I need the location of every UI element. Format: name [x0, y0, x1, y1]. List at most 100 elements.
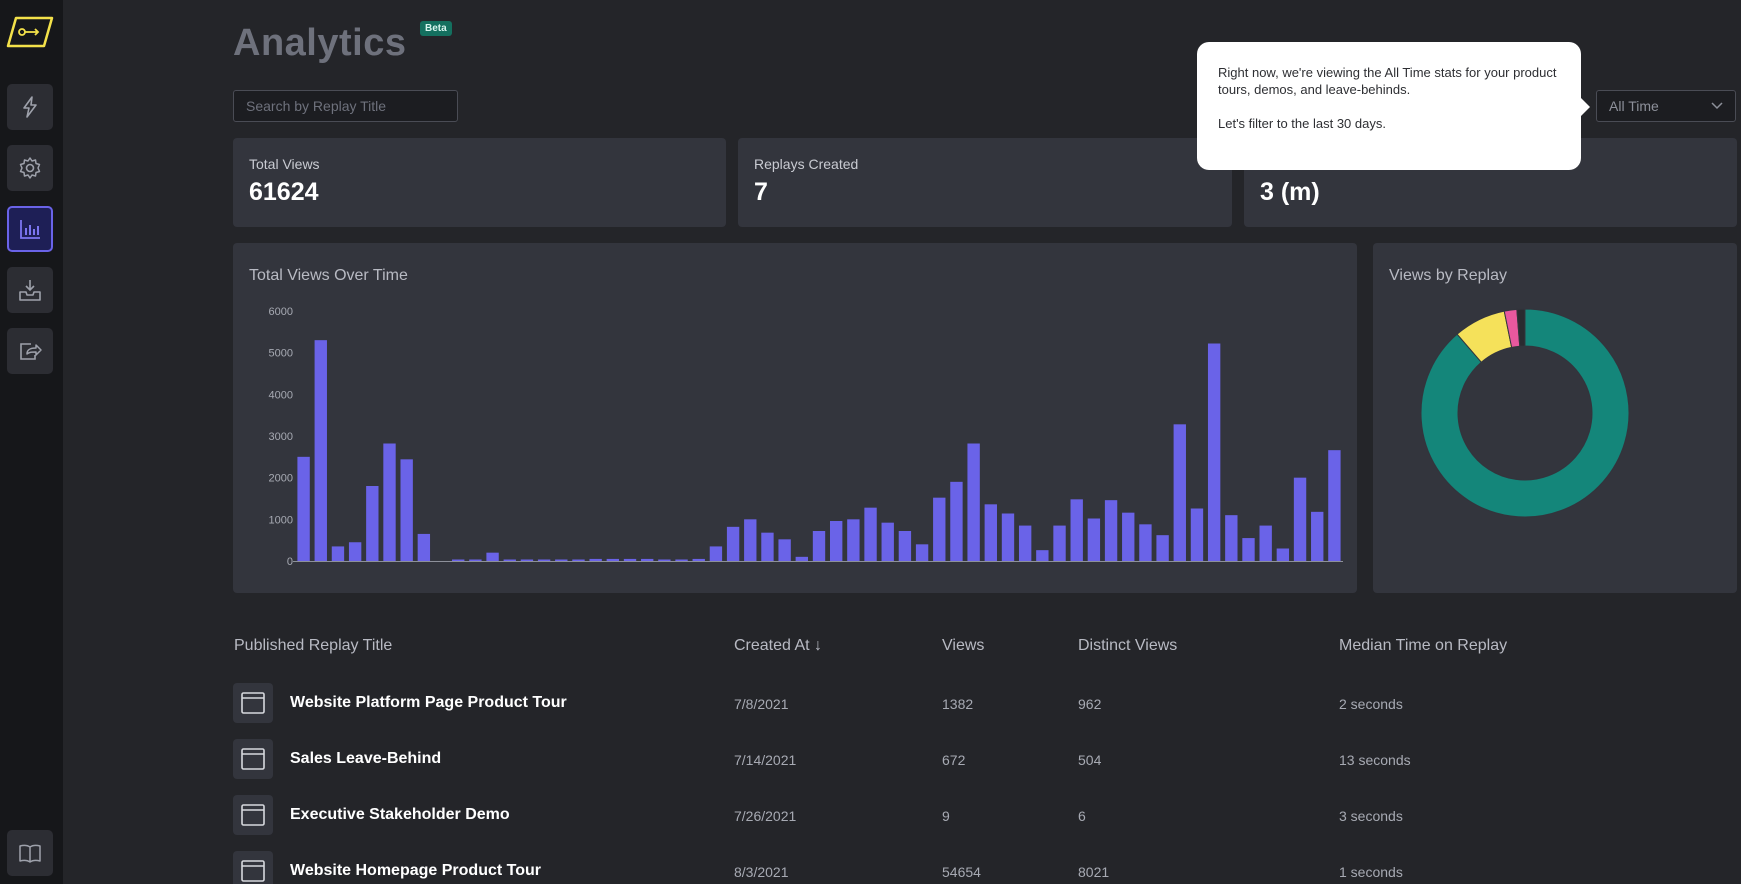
- column-header-created-at[interactable]: Created At ↓: [734, 637, 823, 654]
- bar[interactable]: [623, 558, 637, 561]
- share-button[interactable]: [7, 328, 53, 374]
- bar[interactable]: [1001, 513, 1015, 562]
- bar[interactable]: [881, 522, 894, 561]
- logo-icon[interactable]: [6, 14, 54, 50]
- column-header-title[interactable]: Published Replay Title: [234, 637, 393, 654]
- distinct-views-cell: 8021: [1078, 864, 1110, 880]
- bar[interactable]: [830, 521, 843, 561]
- bar[interactable]: [1070, 499, 1083, 561]
- bar[interactable]: [984, 504, 997, 561]
- bar[interactable]: [950, 481, 963, 561]
- bar[interactable]: [1311, 511, 1324, 561]
- bar[interactable]: [778, 539, 791, 561]
- bar[interactable]: [1259, 525, 1272, 561]
- bar[interactable]: [297, 456, 310, 561]
- bar[interactable]: [452, 559, 465, 562]
- donut-slice[interactable]: [1420, 308, 1630, 518]
- distinct-views-cell: 962: [1078, 696, 1102, 712]
- bar[interactable]: [1225, 515, 1238, 561]
- bar[interactable]: [1293, 477, 1307, 561]
- inbox-button[interactable]: [7, 267, 53, 313]
- bar[interactable]: [692, 558, 705, 561]
- bar[interactable]: [1156, 535, 1169, 561]
- bar[interactable]: [1207, 343, 1221, 562]
- bar[interactable]: [469, 559, 482, 562]
- views-over-time-chart: 0 1000 2000 3000 4000 5000 6000: [269, 306, 1343, 568]
- bar[interactable]: [1328, 450, 1341, 561]
- bar[interactable]: [417, 533, 431, 561]
- donut-slice[interactable]: [1516, 308, 1526, 347]
- bar[interactable]: [812, 531, 826, 561]
- bar[interactable]: [761, 532, 774, 561]
- bar[interactable]: [589, 558, 602, 561]
- table-row[interactable]: Website Platform Page Product Tour 7/8/20…: [233, 683, 1723, 725]
- bar[interactable]: [967, 443, 980, 562]
- bar[interactable]: [658, 559, 671, 562]
- analytics-button[interactable]: [7, 206, 53, 252]
- bar[interactable]: [898, 531, 912, 561]
- replay-title[interactable]: Website Platform Page Product Tour: [290, 694, 567, 711]
- stat-label: Replays Created: [754, 156, 859, 172]
- bar[interactable]: [1139, 524, 1152, 561]
- bar[interactable]: [555, 559, 568, 562]
- bar[interactable]: [864, 507, 877, 561]
- stat-value: 61624: [249, 178, 319, 206]
- y-tick-label: 6000: [269, 306, 293, 318]
- views-cell: 1382: [942, 696, 974, 712]
- settings-button[interactable]: [7, 145, 53, 191]
- bar[interactable]: [915, 544, 929, 561]
- replay-title[interactable]: Executive Stakeholder Demo: [290, 806, 510, 823]
- bar[interactable]: [1276, 548, 1290, 562]
- bar[interactable]: [641, 558, 654, 561]
- bar[interactable]: [1087, 518, 1101, 562]
- table-row[interactable]: Sales Leave-Behind 7/14/2021 672 504 13 seco…: [233, 739, 1723, 781]
- docs-button[interactable]: [7, 830, 53, 876]
- bar[interactable]: [933, 497, 946, 561]
- bar[interactable]: [1053, 525, 1066, 561]
- browser-window-icon: [233, 795, 273, 835]
- table-row[interactable]: Website Homepage Product Tour 8/3/2021 546…: [233, 851, 1723, 884]
- bar[interactable]: [383, 443, 396, 562]
- bar[interactable]: [1018, 525, 1032, 561]
- column-header-median-time[interactable]: Median Time on Replay: [1339, 637, 1508, 654]
- y-tick-label: 4000: [269, 389, 293, 401]
- stat-label: Total Views: [249, 156, 320, 172]
- bar[interactable]: [366, 486, 379, 561]
- stat-card-replays-created: Replays Created 7: [738, 138, 1232, 227]
- bar[interactable]: [1036, 550, 1049, 561]
- bar[interactable]: [503, 559, 516, 562]
- column-header-views[interactable]: Views: [942, 637, 985, 654]
- bar[interactable]: [1173, 424, 1186, 561]
- bar[interactable]: [572, 559, 585, 562]
- bar[interactable]: [520, 559, 534, 562]
- bar[interactable]: [348, 542, 362, 561]
- table-row[interactable]: Executive Stakeholder Demo 7/26/2021 9 6 3 s…: [233, 795, 1723, 837]
- bar[interactable]: [1104, 500, 1118, 561]
- browser-window-icon: [233, 851, 273, 884]
- bar[interactable]: [726, 526, 740, 561]
- beta-badge: Beta: [420, 21, 452, 36]
- bar[interactable]: [400, 459, 413, 561]
- bar[interactable]: [314, 340, 327, 561]
- bar[interactable]: [331, 546, 345, 561]
- bar[interactable]: [606, 558, 620, 561]
- replay-title[interactable]: Website Homepage Product Tour: [290, 862, 541, 879]
- date-range-select[interactable]: All Time: [1596, 90, 1736, 122]
- lightning-button[interactable]: [7, 84, 53, 130]
- bar[interactable]: [1122, 512, 1135, 561]
- replay-title[interactable]: Sales Leave-Behind: [290, 750, 442, 767]
- bar[interactable]: [744, 519, 757, 561]
- date-range-value: All Time: [1609, 98, 1659, 114]
- bar[interactable]: [537, 559, 551, 562]
- bar[interactable]: [1242, 538, 1255, 561]
- bar[interactable]: [709, 546, 723, 561]
- bar[interactable]: [675, 559, 688, 562]
- bar[interactable]: [1190, 508, 1204, 562]
- bar[interactable]: [795, 556, 808, 561]
- bar[interactable]: [486, 552, 499, 561]
- bar[interactable]: [847, 519, 860, 561]
- y-tick-label: 5000: [269, 348, 293, 360]
- y-tick-label: 0: [287, 556, 293, 568]
- search-input[interactable]: [233, 90, 458, 122]
- column-header-distinct-views[interactable]: Distinct Views: [1078, 637, 1178, 654]
